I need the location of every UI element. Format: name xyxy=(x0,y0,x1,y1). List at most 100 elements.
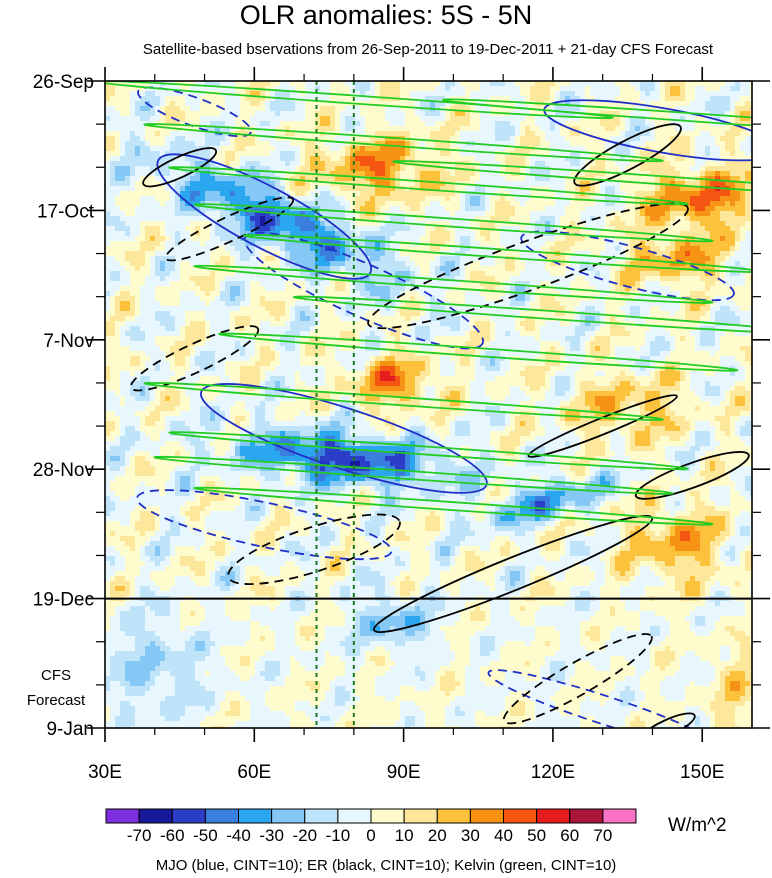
field-cell xyxy=(505,161,511,167)
field-cell xyxy=(675,146,681,152)
field-cell xyxy=(560,91,566,97)
field-cell xyxy=(495,251,501,257)
field-cell xyxy=(580,96,586,102)
field-cell xyxy=(215,216,221,222)
field-cell xyxy=(695,81,701,87)
field-cell xyxy=(675,236,681,242)
field-cell xyxy=(405,156,411,162)
field-cell xyxy=(525,201,531,207)
field-cell xyxy=(650,261,656,267)
field-cell xyxy=(740,226,746,232)
field-cell xyxy=(665,211,671,217)
field-cell xyxy=(630,121,636,127)
field-cell xyxy=(695,241,701,247)
field-cell xyxy=(650,86,656,92)
field-cell xyxy=(260,206,266,212)
field-cell xyxy=(720,101,726,107)
field-cell xyxy=(600,196,606,202)
field-cell xyxy=(305,196,311,202)
field-cell xyxy=(265,161,271,167)
field-cell xyxy=(560,101,566,107)
field-cell xyxy=(670,86,676,92)
field-cell xyxy=(265,196,271,202)
field-cell xyxy=(340,231,346,237)
field-cell xyxy=(680,106,686,112)
field-cell xyxy=(690,171,696,177)
field-cell xyxy=(200,136,206,142)
field-cell xyxy=(420,251,426,257)
field-cell xyxy=(485,121,491,127)
field-cell xyxy=(265,151,271,157)
field-cell xyxy=(175,141,181,147)
field-cell xyxy=(110,206,116,212)
field-cell xyxy=(360,201,366,207)
field-cell xyxy=(450,236,456,242)
field-cell xyxy=(160,196,166,202)
field-cell xyxy=(250,181,256,187)
field-cell xyxy=(320,226,326,232)
field-cell xyxy=(210,176,216,182)
field-cell xyxy=(660,216,666,222)
field-cell xyxy=(430,121,436,127)
field-cell xyxy=(590,86,596,92)
field-cell xyxy=(560,141,566,147)
field-cell xyxy=(625,96,631,102)
field-cell xyxy=(490,211,496,217)
field-cell xyxy=(275,206,281,212)
field-cell xyxy=(510,186,516,192)
field-cell xyxy=(745,186,751,192)
field-cell xyxy=(570,101,576,107)
field-cell xyxy=(660,176,666,182)
field-cell xyxy=(465,186,471,192)
field-cell xyxy=(625,216,631,222)
field-cell xyxy=(515,166,521,172)
field-cell xyxy=(725,211,731,217)
field-cell xyxy=(200,241,206,247)
field-cell xyxy=(615,156,621,162)
field-cell xyxy=(395,146,401,152)
field-cell xyxy=(685,86,691,92)
field-cell xyxy=(310,111,316,117)
field-cell xyxy=(730,161,736,167)
field-cell xyxy=(745,211,751,217)
field-cell xyxy=(610,206,616,212)
field-cell xyxy=(655,186,661,192)
field-cell xyxy=(215,226,221,232)
field-cell xyxy=(505,221,511,227)
field-cell xyxy=(635,91,641,97)
field-cell xyxy=(500,81,506,87)
field-cell xyxy=(225,191,231,197)
field-cell xyxy=(710,211,716,217)
field-cell xyxy=(390,251,396,257)
field-cell xyxy=(515,136,521,142)
field-cell xyxy=(720,256,726,262)
field-cell xyxy=(565,151,571,157)
field-cell xyxy=(425,201,431,207)
field-cell xyxy=(395,241,401,247)
field-cell xyxy=(460,116,466,122)
field-cell xyxy=(165,196,171,202)
field-cell xyxy=(505,211,511,217)
field-cell xyxy=(535,151,541,157)
field-cell xyxy=(485,126,491,132)
field-cell xyxy=(135,156,141,162)
field-cell xyxy=(675,81,681,87)
field-cell xyxy=(250,121,256,127)
field-cell xyxy=(490,106,496,112)
field-cell xyxy=(240,241,246,247)
field-cell xyxy=(285,91,291,97)
field-cell xyxy=(490,201,496,207)
field-cell xyxy=(235,231,241,237)
field-cell xyxy=(245,171,251,177)
field-cell xyxy=(320,136,326,142)
field-cell xyxy=(255,91,261,97)
field-cell xyxy=(275,251,281,257)
field-cell xyxy=(630,156,636,162)
field-cell xyxy=(330,166,336,172)
field-cell xyxy=(645,256,651,262)
field-cell xyxy=(360,206,366,212)
field-cell xyxy=(540,171,546,177)
field-cell xyxy=(495,241,501,247)
field-cell xyxy=(245,166,251,172)
field-cell xyxy=(590,171,596,177)
